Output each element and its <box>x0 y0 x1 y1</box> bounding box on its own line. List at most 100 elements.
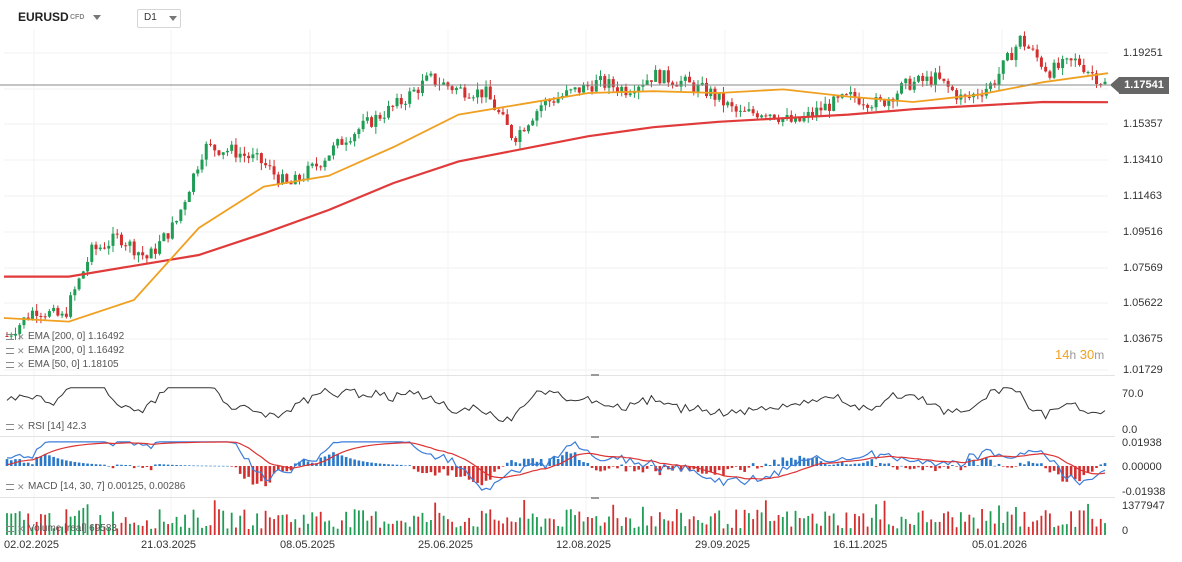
candle-body <box>234 144 238 158</box>
candle-body <box>671 82 675 86</box>
resize-handle-macd[interactable] <box>591 436 599 438</box>
legend-ema200-b[interactable]: ✕ EMA [200, 0] 1.16492 <box>6 345 124 356</box>
macd-histogram-bar <box>921 466 925 471</box>
candle-body <box>98 247 102 250</box>
time-tick: 29.09.2025 <box>695 539 751 551</box>
candle-body <box>187 191 191 202</box>
candle-body <box>556 98 560 103</box>
volume-bar <box>1104 523 1106 535</box>
volume-bar <box>1023 511 1026 535</box>
volume-bar <box>277 515 280 535</box>
volume-bar <box>341 520 343 535</box>
candle-body <box>285 174 289 183</box>
close-icon[interactable]: ✕ <box>17 523 25 534</box>
legend-rsi[interactable]: ✕ RSI [14] 42.3 <box>6 421 86 432</box>
macd-histogram-bar <box>1074 466 1077 480</box>
volume-bar <box>531 513 534 535</box>
macd-histogram-bar <box>366 462 369 466</box>
macd-histogram-bar <box>883 463 886 466</box>
countdown-minutes: 30 <box>1079 347 1095 362</box>
close-icon[interactable]: ✕ <box>17 481 25 492</box>
macd-histogram-bar <box>213 465 217 467</box>
candle-body <box>866 104 870 108</box>
candle-body <box>853 92 857 98</box>
volume-bar <box>926 522 928 535</box>
settings-menu-icon[interactable] <box>6 334 14 340</box>
macd-histogram-bar <box>120 464 123 466</box>
volume-bar <box>964 521 967 535</box>
volume-bar <box>900 516 903 535</box>
settings-menu-icon[interactable] <box>6 484 14 490</box>
resize-handle-rsi[interactable] <box>591 374 599 376</box>
legend-volume[interactable]: ✕ Volume [real] 69583 <box>6 523 117 534</box>
volume-bar <box>887 524 890 535</box>
timeframe-select[interactable]: D1 <box>137 9 181 28</box>
settings-menu-icon[interactable] <box>6 526 14 532</box>
macd-histogram-bar <box>217 465 221 467</box>
macd-histogram-bar <box>768 465 772 466</box>
candle-body <box>679 80 683 87</box>
macd-histogram-bar <box>497 466 501 470</box>
volume-bar <box>523 500 526 535</box>
candle-body <box>213 144 217 151</box>
price-tick: 1.15357 <box>1123 118 1163 130</box>
candle-body <box>611 79 615 88</box>
volume-bar <box>48 513 51 535</box>
volume-bar <box>684 526 687 535</box>
volume-bar <box>790 526 793 535</box>
volume-bar <box>442 515 445 535</box>
candle-body <box>497 109 501 113</box>
macd-histogram-bar <box>578 459 581 466</box>
close-icon[interactable]: ✕ <box>17 331 25 342</box>
close-icon[interactable]: ✕ <box>17 421 25 432</box>
volume-bar <box>86 504 89 535</box>
legend-macd[interactable]: ✕ MACD [14, 30, 7] 0.00125, 0.00286 <box>6 481 185 492</box>
candle-body <box>158 241 162 254</box>
close-icon[interactable]: ✕ <box>17 345 25 356</box>
macd-histogram-bar <box>450 466 454 471</box>
symbol-name[interactable]: EURUSD <box>18 10 69 24</box>
volume-bar <box>400 520 403 535</box>
settings-menu-icon[interactable] <box>6 362 14 368</box>
candle-body <box>136 252 140 256</box>
macd-histogram-bar <box>544 465 547 467</box>
volume-bar <box>781 516 784 535</box>
settings-menu-icon[interactable] <box>6 348 14 354</box>
candle-body <box>454 87 458 91</box>
close-icon[interactable]: ✕ <box>17 359 25 370</box>
candle-body <box>442 82 446 85</box>
candle-body <box>637 86 641 93</box>
volume-bar <box>290 522 292 535</box>
volume-bar <box>1078 510 1081 535</box>
volume-bar <box>497 520 500 535</box>
macd-histogram-bar <box>548 458 551 466</box>
volume-bar <box>408 526 411 535</box>
volume-bar <box>527 518 530 535</box>
volume-bar <box>591 518 593 535</box>
macd-histogram-bar <box>713 466 717 475</box>
macd-histogram-bar <box>480 466 484 486</box>
volume-bar <box>421 512 424 535</box>
volume-bar <box>129 523 131 535</box>
legend-ema50[interactable]: ✕ EMA [50, 0] 1.18105 <box>6 359 119 370</box>
macd-histogram-bar <box>997 463 1001 466</box>
volume-bar <box>841 528 844 535</box>
settings-menu-icon[interactable] <box>6 424 14 430</box>
macd-histogram-bar <box>1082 466 1086 476</box>
macd-histogram-bar <box>912 466 916 469</box>
symbol-dropdown-chevron-down-icon[interactable] <box>93 15 101 20</box>
volume-bar <box>133 522 136 535</box>
macd-histogram-bar <box>1052 466 1056 471</box>
volume-bar <box>582 521 585 535</box>
volume-bar <box>451 521 454 535</box>
macd-histogram-bar <box>416 466 420 472</box>
candle-body <box>319 166 323 168</box>
macd-histogram-bar <box>442 466 445 470</box>
candle-body <box>1044 66 1048 72</box>
volume-bar <box>387 523 390 535</box>
legend-ema200-a[interactable]: ✕ EMA [200, 0] 1.16492 <box>6 331 124 342</box>
resize-handle-volume[interactable] <box>591 497 599 499</box>
macd-histogram-bar <box>154 464 157 466</box>
volume-bar <box>103 526 106 535</box>
